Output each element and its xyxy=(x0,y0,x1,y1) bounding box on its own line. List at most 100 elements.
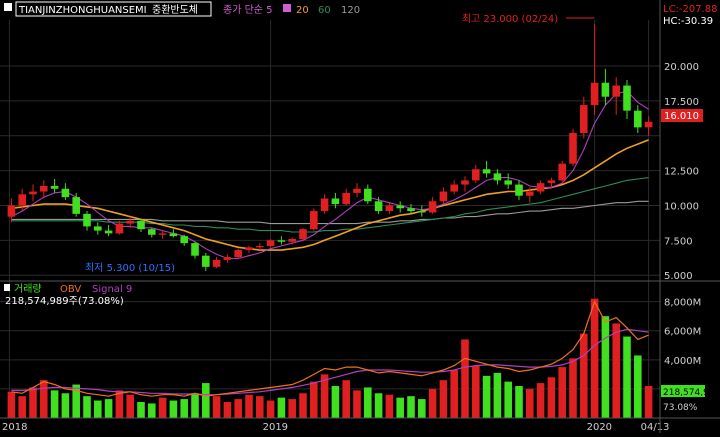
candle-body xyxy=(515,184,523,196)
volume-bar xyxy=(61,393,70,418)
time-label: 2020 xyxy=(587,422,612,433)
stock-name: 중환반도체 xyxy=(152,4,198,16)
candle-body xyxy=(623,85,631,111)
ma120-label[interactable]: 120 xyxy=(341,5,360,16)
volume-bar xyxy=(266,400,275,418)
candle-body xyxy=(256,245,264,248)
volume-bar xyxy=(439,380,448,418)
candle-body xyxy=(277,240,286,242)
candle-body xyxy=(634,110,642,128)
candle-body xyxy=(612,85,620,97)
volume-bar xyxy=(83,396,91,418)
candle-body xyxy=(580,105,588,133)
volume-bar xyxy=(547,377,556,418)
price-tick-label: 20.000 xyxy=(664,62,699,73)
volume-bar xyxy=(50,390,59,418)
volume-bar xyxy=(158,397,167,418)
volume-bar xyxy=(202,383,210,418)
candle-body xyxy=(158,233,167,235)
symbol-box[interactable] xyxy=(15,1,212,17)
volume-bar xyxy=(493,372,502,418)
candle-body xyxy=(245,247,253,251)
obv-line xyxy=(11,300,649,397)
volume-bar xyxy=(558,367,566,418)
candle-body xyxy=(450,184,458,192)
volume-bar xyxy=(374,393,383,418)
last-price-badge xyxy=(661,109,703,122)
candle-body xyxy=(72,197,80,214)
min-price-label: 최저 5.300 (10/15) xyxy=(85,262,175,274)
volume-bar xyxy=(212,396,221,418)
axes: 20.000 17.500 12.500 10.000 7.500 5.000 8,000M… xyxy=(2,17,701,433)
candle-body xyxy=(644,121,653,128)
volume-collapse-icon[interactable] xyxy=(4,284,10,291)
volume-bar xyxy=(364,387,372,418)
last-price: 16.010 xyxy=(664,111,699,122)
candle-body xyxy=(418,211,426,213)
volume-title[interactable]: 거래량 xyxy=(14,283,42,295)
volume-bar xyxy=(277,397,286,418)
volume-value: 218,574,989주(73.08%) xyxy=(5,296,124,307)
volume-bar xyxy=(115,390,124,418)
candle-body xyxy=(407,208,415,212)
volume-tick-label: 8,000M xyxy=(664,298,701,309)
obv-signal-lines xyxy=(11,300,649,397)
candle-body xyxy=(94,226,102,231)
volume-bar xyxy=(331,386,340,418)
candle-body xyxy=(288,238,296,242)
candle-body xyxy=(601,82,610,97)
max-price-label: 최고 23.000 (02/24) xyxy=(462,13,558,25)
volume-bar xyxy=(148,403,156,418)
ma60-label[interactable]: 60 xyxy=(318,5,331,16)
ma120-line xyxy=(11,200,649,225)
candle-body xyxy=(385,205,394,212)
volume-bar xyxy=(472,365,480,418)
volume-bar xyxy=(234,399,242,418)
candle-body xyxy=(320,198,329,212)
candle-body xyxy=(126,220,134,224)
price-candles xyxy=(7,24,653,272)
volume-bar xyxy=(418,399,426,418)
obv-label[interactable]: OBV xyxy=(60,284,81,295)
candle-body xyxy=(40,185,48,192)
volume-bar xyxy=(29,387,37,418)
price-tick-label: 7.500 xyxy=(664,236,693,247)
current-volume-badge xyxy=(661,385,705,397)
symbol-label[interactable]: TIANJINZHONGHUANSEMI xyxy=(18,5,147,16)
candle-body xyxy=(558,163,566,181)
price-tick-label: 12.500 xyxy=(664,167,699,178)
candle-body xyxy=(7,205,16,217)
volume-bar xyxy=(353,390,361,418)
signal-label[interactable]: Signal 9 xyxy=(92,284,132,295)
volume-bar xyxy=(72,384,80,418)
candle-body xyxy=(364,188,372,202)
volume-bars xyxy=(7,298,653,418)
candle-body xyxy=(374,201,383,212)
ma-label[interactable]: 종가 단순 5 xyxy=(223,4,273,16)
time-label: 2019 xyxy=(263,422,288,433)
candle-body xyxy=(148,229,156,235)
candle-body xyxy=(115,223,124,234)
volume-bar xyxy=(536,383,545,418)
hc-label: HC:-30.39 xyxy=(663,16,713,27)
volume-bar xyxy=(623,336,631,418)
candle-body xyxy=(590,82,599,106)
price-tick-label: 10.000 xyxy=(664,201,699,212)
collapse-icon[interactable] xyxy=(4,3,12,11)
volume-bar xyxy=(526,388,534,418)
candle-body xyxy=(50,185,59,189)
candle-body xyxy=(526,191,534,196)
volume-bar xyxy=(94,400,102,418)
volume-bar xyxy=(342,380,350,418)
candle-body xyxy=(547,180,556,184)
candle-body xyxy=(396,205,404,209)
volume-bar xyxy=(191,393,199,418)
ma20-label[interactable]: 20 xyxy=(296,5,309,16)
candle-body xyxy=(83,213,91,227)
candle-body xyxy=(61,188,70,198)
candle-body xyxy=(428,201,437,213)
candle-body xyxy=(234,250,242,258)
candle-body xyxy=(461,180,469,185)
